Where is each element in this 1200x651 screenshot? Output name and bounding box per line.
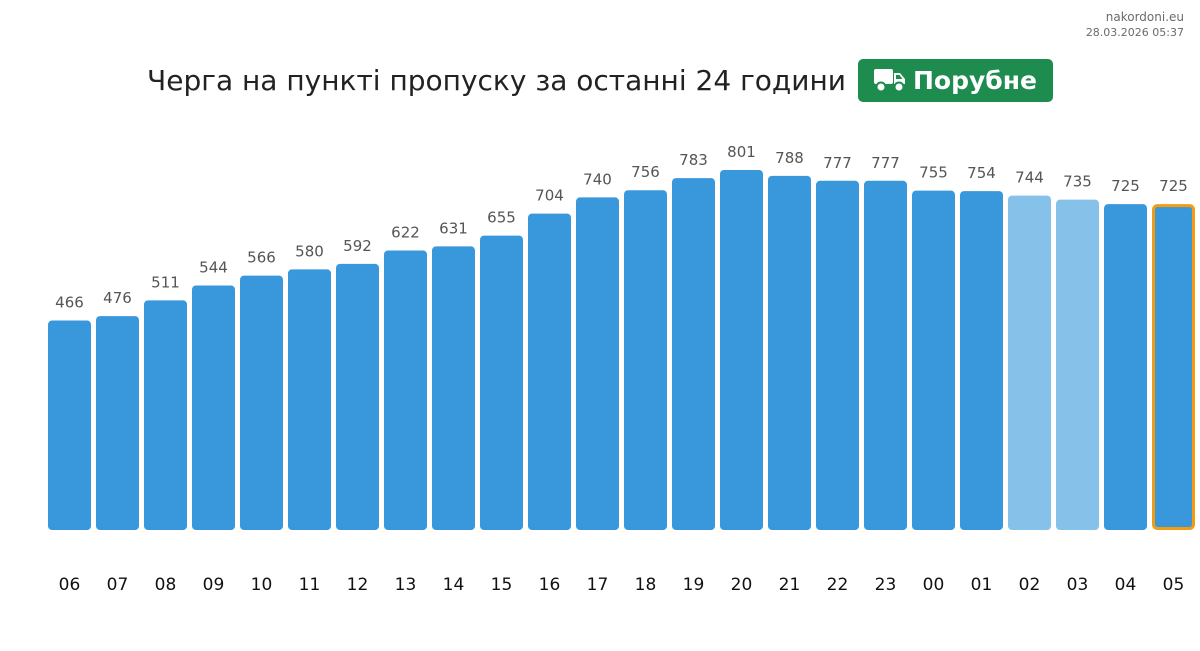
source-info: nakordoni.eu 28.03.2026 05:37 — [1086, 9, 1184, 41]
crossing-badge: Порубне — [857, 58, 1053, 102]
bar-03 — [1056, 199, 1099, 531]
value-label-09: 544 — [199, 259, 228, 277]
x-tick-19: 19 — [683, 575, 705, 595]
bar-13 — [384, 250, 427, 530]
x-tick-14: 14 — [443, 575, 465, 595]
bar-10 — [240, 275, 283, 530]
bar-04 — [1104, 204, 1147, 531]
x-tick-09: 09 — [203, 575, 225, 595]
bar-07 — [96, 316, 139, 530]
x-tick-16: 16 — [539, 575, 561, 595]
value-label-06: 466 — [55, 294, 84, 312]
bar-14 — [432, 246, 475, 531]
value-label-01: 754 — [967, 164, 996, 182]
value-label-11: 580 — [295, 242, 324, 260]
source-site: nakordoni.eu — [1105, 10, 1184, 24]
x-tick-17: 17 — [587, 575, 609, 595]
bar-05 — [1152, 204, 1195, 530]
x-tick-10: 10 — [251, 575, 273, 595]
x-tick-15: 15 — [491, 575, 513, 595]
x-tick-02: 02 — [1019, 575, 1041, 595]
value-label-18: 756 — [631, 163, 660, 181]
bar-17 — [576, 197, 619, 531]
x-tick-08: 08 — [155, 575, 177, 595]
bar-12 — [336, 263, 379, 530]
x-tick-21: 21 — [779, 575, 801, 595]
value-label-21: 788 — [775, 149, 804, 167]
bar-23 — [864, 180, 907, 531]
bar-11 — [288, 269, 331, 530]
value-label-12: 592 — [343, 237, 372, 255]
value-label-14: 631 — [439, 219, 468, 237]
x-tick-20: 20 — [731, 575, 753, 595]
x-tick-00: 00 — [923, 575, 945, 595]
value-label-13: 622 — [391, 223, 420, 241]
bar-01 — [960, 191, 1003, 530]
bar-22 — [816, 180, 859, 531]
value-label-05: 725 — [1159, 177, 1188, 195]
x-tick-23: 23 — [875, 575, 897, 595]
bar-19 — [672, 178, 715, 530]
value-label-00: 755 — [919, 164, 948, 182]
x-tick-12: 12 — [347, 575, 369, 595]
value-label-15: 655 — [487, 209, 516, 227]
value-label-17: 740 — [583, 170, 612, 188]
crossing-name: Порубне — [912, 65, 1037, 95]
bar-00 — [912, 190, 955, 530]
bar-15 — [480, 235, 523, 530]
bar-09 — [192, 285, 235, 530]
x-tick-06: 06 — [59, 575, 81, 595]
x-tick-05: 05 — [1163, 575, 1185, 595]
chart-title: Черга на пункті пропуску за останні 24 г… — [147, 63, 846, 97]
value-label-07: 476 — [103, 289, 132, 307]
bar-18 — [624, 190, 667, 530]
x-tick-04: 04 — [1115, 575, 1137, 595]
value-label-10: 566 — [247, 249, 276, 267]
bar-06 — [48, 320, 91, 530]
bar-21 — [768, 175, 811, 530]
value-label-02: 744 — [1015, 169, 1044, 187]
x-tick-01: 01 — [971, 575, 993, 595]
bar-20 — [720, 170, 763, 530]
value-label-19: 783 — [679, 151, 708, 169]
value-label-16: 704 — [535, 187, 564, 205]
value-label-23: 777 — [871, 154, 900, 172]
bar-02 — [1008, 195, 1051, 530]
chart-header: Черга на пункті пропуску за останні 24 г… — [0, 58, 1200, 102]
x-tick-22: 22 — [827, 575, 849, 595]
truck-icon — [873, 69, 905, 93]
bar-08 — [144, 300, 187, 530]
value-label-04: 725 — [1111, 177, 1140, 195]
value-label-20: 801 — [727, 143, 756, 161]
bar-16 — [528, 213, 571, 530]
value-label-03: 735 — [1063, 173, 1092, 191]
value-label-08: 511 — [151, 273, 180, 291]
value-label-22: 777 — [823, 154, 852, 172]
x-tick-11: 11 — [299, 575, 321, 595]
source-timestamp: 28.03.2026 05:37 — [1085, 26, 1184, 39]
x-tick-13: 13 — [395, 575, 417, 595]
x-tick-18: 18 — [635, 575, 657, 595]
x-tick-03: 03 — [1067, 575, 1089, 595]
x-tick-07: 07 — [107, 575, 129, 595]
